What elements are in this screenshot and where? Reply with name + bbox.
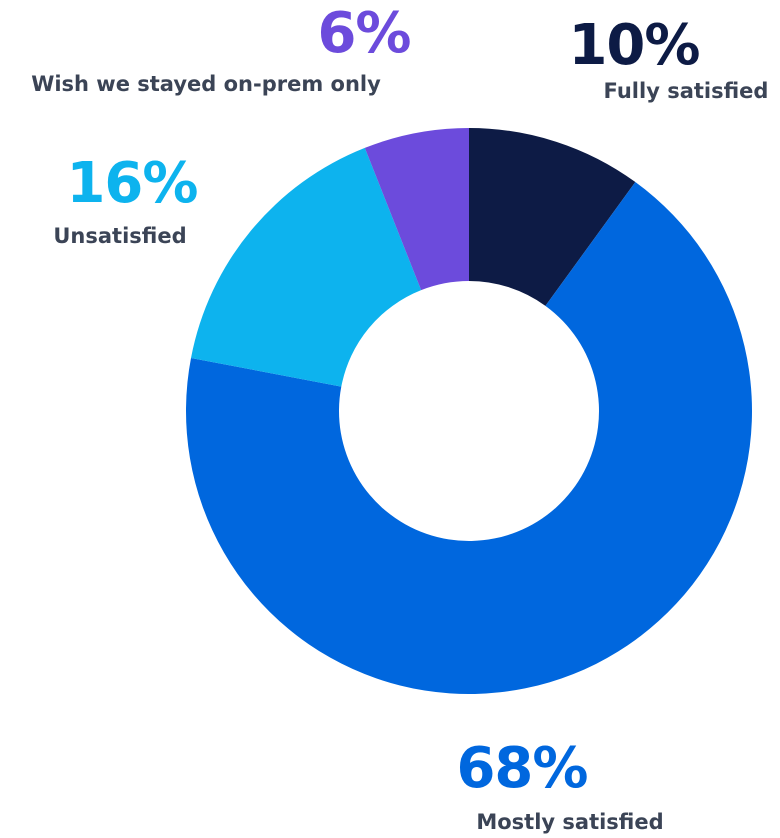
mostly-satisfied-percent: 68% xyxy=(456,736,587,801)
slice-fully-satisfied xyxy=(469,128,636,306)
donut-slices xyxy=(186,128,753,695)
slice-unsatisfied xyxy=(191,147,422,387)
slice-mostly-satisfied xyxy=(186,182,753,695)
slice-wish-we-stayed-on-prem-only xyxy=(364,128,469,291)
unsatisfied-label: Unsatisfied xyxy=(53,224,186,248)
fully-satisfied-label: Fully satisfied xyxy=(604,79,769,103)
on-prem-label: Wish we stayed on-prem only xyxy=(31,72,381,96)
mostly-satisfied-label: Mostly satisfied xyxy=(476,810,663,834)
unsatisfied-percent: 16% xyxy=(66,151,197,216)
fully-satisfied-percent: 10% xyxy=(568,13,699,78)
on-prem-percent: 6% xyxy=(317,1,410,66)
